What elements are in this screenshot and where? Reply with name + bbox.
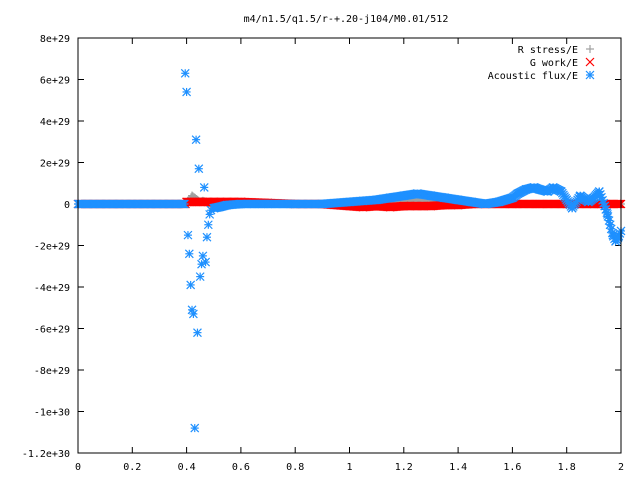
data-point [188,309,198,319]
data-point [195,272,205,282]
plot-frame [77,37,622,454]
data-point [615,199,625,209]
data-point [548,182,558,192]
data-point [535,199,544,209]
data-point [543,187,553,196]
x-tick-label: 1.6 [503,462,521,473]
data-point [567,203,577,213]
data-point [191,135,201,145]
data-point [513,189,523,199]
y-tick-label: 0 [64,200,70,211]
data-point [507,193,517,203]
data-point [535,185,544,194]
y-tick-label: 8e+29 [40,34,70,45]
data-point [426,201,436,211]
x-tick-label: 0.4 [178,462,196,473]
data-point [385,202,395,212]
y-tick-label: -1.2e+30 [22,449,70,460]
x-axis: 0 0.2 0.4 0.6 0.8 1 1.2 1.4 1.6 1.8 2 [75,38,624,473]
data-point [203,220,213,230]
data-point [182,87,192,97]
data-point [202,232,212,242]
x-tick-label: 1.2 [395,462,413,473]
x-tick-label: 0.6 [232,462,250,473]
x-tick-label: 1.4 [449,462,467,473]
x-tick-label: 0.8 [286,462,304,473]
data-point [453,195,463,205]
legend-marker [585,70,595,80]
data-point [426,191,436,201]
data-point [236,199,246,209]
x-tick-label: 0.2 [123,462,141,473]
data-point [358,196,368,206]
data-point [412,189,422,199]
data-point [521,185,531,194]
data-point [250,199,259,209]
data-point [605,220,615,230]
data-point [480,199,490,209]
legend-label: Acoustic flux/E [488,71,578,82]
data-point [193,328,202,338]
data-point [180,68,190,78]
data-point [399,191,409,201]
y-tick-label: -6e+29 [34,325,70,336]
data-point [412,201,422,211]
series-acoustic-flux-e [73,68,626,433]
chart-title: m4/n1.5/q1.5/r-+.20-j104/M0.01/512 [244,14,449,25]
legend: R stress/E G work/E Acoustic flux/E [488,45,595,82]
data-point [594,187,604,196]
data-point [613,199,623,209]
data-point [222,200,232,210]
data-point [562,195,572,205]
legend-label: R stress/E [518,45,578,56]
data-point [290,199,300,209]
data-point [600,201,610,211]
data-point [263,199,273,209]
data-point [583,197,593,207]
data-point [184,249,194,259]
x-tick-label: 2 [618,462,624,473]
data-point [214,202,224,212]
x-tick-label: 1.8 [558,462,576,473]
y-tick-label: -8e+29 [34,366,70,377]
x-tick-label: 1 [346,462,352,473]
y-tick-label: -2e+29 [34,242,70,253]
data-point [612,199,622,209]
data-point [399,201,409,211]
x-tick-label: 0 [75,462,81,473]
data-point [194,164,204,174]
data-point [190,423,200,433]
plot-area [73,68,626,433]
data-point [440,193,449,203]
data-point [186,280,196,290]
y-tick-label: 4e+29 [40,117,70,128]
legend-marker [586,45,594,53]
data-point [494,197,504,207]
data-point [183,230,193,240]
y-tick-label: -1e+30 [34,408,70,419]
data-point [467,197,477,207]
data-point [317,199,327,209]
y-tick-label: -4e+29 [34,283,70,294]
y-tick-label: 6e+29 [40,76,70,87]
data-point [199,182,209,192]
data-point [603,209,612,219]
data-point [556,187,566,196]
data-point [575,191,585,201]
y-tick-label: 2e+29 [40,159,70,170]
data-point [385,193,395,203]
legend-label: G work/E [530,58,578,69]
data-point [345,197,354,207]
legend-marker [585,57,595,67]
data-point [201,257,211,267]
data-point [372,195,382,205]
data-point [209,203,219,213]
data-point [180,199,189,209]
